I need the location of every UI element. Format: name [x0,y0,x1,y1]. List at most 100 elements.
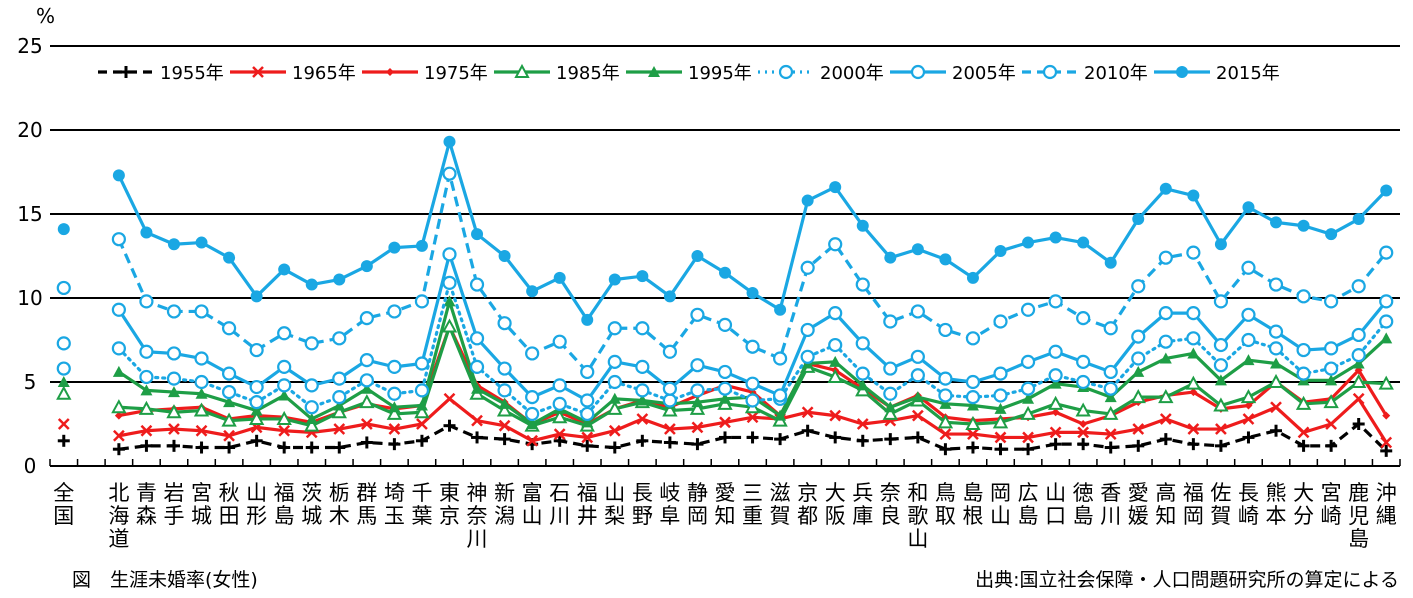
data-point-national [57,223,70,236]
x-tick-label: 茨城 [301,481,322,528]
x-tick-label-char: 沖 [1376,481,1397,505]
data-point [552,334,567,349]
x-tick-label-char: 福 [274,481,295,505]
data-point [1297,426,1310,439]
x-tick-label-char: 青 [136,481,157,505]
data-point-national [56,280,71,296]
data-point [111,399,127,414]
data-point [828,306,843,321]
data-point [553,271,566,284]
data-point [443,392,456,405]
data-point-national [56,336,71,351]
data-point [855,366,870,381]
x-tick-label: 栃木 [329,481,350,528]
data-point [526,285,539,298]
data-point [1077,236,1090,249]
x-tick-label: 岡山 [990,481,1011,528]
data-point [1379,245,1394,260]
data-point [911,391,924,403]
source-caption: 出典:国立社会保障・人口問題研究所の算定による [975,569,1399,591]
x-tick-label-char: 千 [411,481,432,505]
y-axis-unit-label: % [36,4,56,28]
x-tick-label-char: 大 [825,481,846,505]
data-point [774,433,787,446]
data-point [223,251,236,264]
x-tick-label-char: 宮 [191,481,212,505]
data-point [1077,438,1090,451]
data-point [662,393,677,408]
legend-item: 1995年 [626,63,752,84]
data-point [1268,324,1284,339]
data-point [333,423,346,435]
x-tick-label-char: 田 [219,504,240,528]
data-point [1022,443,1035,456]
x-tick-label: 愛知 [715,481,736,528]
legend-label: 2010年 [1084,63,1148,84]
data-point [1241,307,1256,322]
x-tick-label-char: 福 [577,481,598,505]
x-tick-label-char: 滋 [770,481,791,505]
x-tick-label-char: 庫 [852,504,873,528]
data-point [746,411,759,424]
data-point [580,364,595,380]
x-tick-label-char: 茨 [301,481,322,505]
data-point [469,277,485,292]
data-point [249,395,264,410]
x-tick-label-char: 鳥 [935,481,956,505]
x-tick-label-char: 児 [1348,504,1369,528]
data-point [746,431,759,444]
data-point [717,364,733,380]
data-point [1380,332,1393,344]
x-tick-label-char: 良 [880,504,901,528]
data-point [388,401,401,413]
data-point [690,307,705,322]
data-point [1187,438,1200,451]
data-point [194,304,209,319]
data-point [1352,213,1365,226]
x-tick-label-char: 東 [439,481,460,505]
x-tick-label-char: 静 [687,481,708,505]
x-tick-label-char: 山 [604,481,625,505]
x-tick-label-national: 全国 [53,481,74,528]
data-point [1241,260,1256,275]
x-tick-label-char: 長 [632,481,653,505]
data-point [829,431,842,444]
data-point [745,339,760,354]
legend-item: 1965年 [230,63,356,84]
data-point [691,421,704,434]
data-point [388,438,401,451]
data-point [1047,395,1064,410]
data-point [1022,392,1035,404]
data-point [994,443,1007,456]
data-point [359,373,374,388]
data-point [1379,294,1394,309]
data-point [305,412,318,424]
x-tick-label: 東京 [439,481,460,528]
data-point [1159,182,1172,195]
legend-item: 2015年 [1154,63,1280,84]
data-point [636,413,649,425]
data-point [856,219,869,232]
data-point [140,384,153,396]
y-axis-ticks: 0 5 10 15 20 25 [17,34,42,478]
data-point [1325,374,1338,386]
x-tick-label: 青森 [136,481,157,528]
x-tick-label-char: 鹿 [1348,481,1369,505]
data-point [1186,331,1201,346]
data-point [359,353,374,368]
data-point [332,331,347,346]
data-point [1213,337,1229,353]
x-tick-label: 大阪 [825,481,846,528]
x-tick-label: 島根 [962,481,983,528]
data-point [1186,306,1201,321]
data-point [1378,375,1394,390]
data-point [1324,341,1339,356]
x-tick-label-char: 形 [246,504,267,528]
data-point [525,346,540,361]
figure-caption: 図 生涯未婚率(女性) [72,569,258,591]
x-tick-label-char: 川 [467,527,488,551]
data-point [910,349,925,364]
gridlines [50,45,1400,383]
x-tick-label: 広島 [1018,481,1039,528]
data-point [221,366,237,381]
